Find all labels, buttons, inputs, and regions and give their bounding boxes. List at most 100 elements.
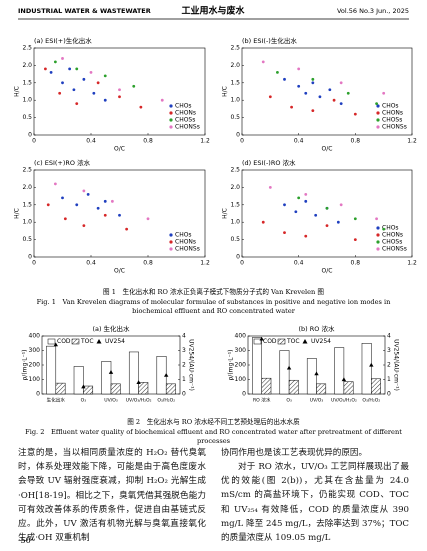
bar xyxy=(306,358,317,395)
bar xyxy=(73,366,84,395)
point xyxy=(314,213,318,217)
y-tick-label: 1.5 xyxy=(22,201,32,208)
bar xyxy=(371,378,381,395)
journal-en: INDUSTRIAL WATER & WASTEWATER xyxy=(18,7,151,15)
y-tick-label: 0 xyxy=(242,391,246,398)
point xyxy=(96,81,100,85)
y-axis-label: H/C xyxy=(14,208,21,219)
legend-marker xyxy=(169,125,173,129)
y2-tick-label: 3 xyxy=(387,347,391,354)
y2-tick-label: 4 xyxy=(387,333,391,340)
bar xyxy=(156,356,167,395)
x-tick-label: 0.8 xyxy=(143,260,153,267)
y-tick-label: 100 xyxy=(29,376,41,383)
y-tick-label: 0.5 xyxy=(230,236,240,243)
point xyxy=(283,77,286,81)
journal-cn: 工业用水与废水 xyxy=(181,5,245,17)
bar xyxy=(252,337,262,395)
point xyxy=(118,213,121,217)
uv-marker xyxy=(53,342,58,347)
point xyxy=(297,67,301,71)
point xyxy=(75,67,79,71)
x-tick-label: RO 浓水 xyxy=(253,397,271,404)
y-tick-label: 2.0 xyxy=(22,62,32,69)
legend-marker xyxy=(376,104,380,108)
y2-tick-label: 0 xyxy=(387,391,391,398)
point xyxy=(382,227,386,231)
x-tick-label: 0.8 xyxy=(351,138,361,145)
fig1-caption-cn: 图 1 生化出水和 RO 浓水正负离子模式下物质分子式的 Van Krevele… xyxy=(103,288,324,296)
legend-marker xyxy=(169,118,173,122)
point xyxy=(92,91,96,95)
y2-tick-label: 2 xyxy=(182,362,186,369)
x-tick-label: O₃ xyxy=(81,398,87,404)
point xyxy=(132,84,136,88)
x-tick-label: 0.4 xyxy=(86,260,96,267)
panel-title: (a) 生化出水 xyxy=(92,324,130,333)
x-tick-label: 0 xyxy=(32,138,36,145)
point xyxy=(375,102,378,106)
legend-label: UV254 xyxy=(105,338,125,345)
point xyxy=(283,231,286,235)
plot-frame xyxy=(33,47,206,136)
point xyxy=(118,88,121,92)
y-tick-label: 0 xyxy=(28,132,32,139)
y2-axis-label: UV254/(AU·cm⁻¹) xyxy=(188,339,195,391)
point xyxy=(353,238,357,242)
bar xyxy=(343,381,354,395)
y-tick-label: 0 xyxy=(36,391,40,398)
uv-marker xyxy=(341,377,347,382)
body-right-2: 对于 RO 浓水，UV/O₃ 工艺同样展现出了最优的效能(图 2(b))，尤其在… xyxy=(221,462,409,544)
plot-frame xyxy=(33,169,206,258)
y2-axis-label: UV254/(AU·cm⁻¹) xyxy=(393,339,400,391)
legend-marker xyxy=(302,339,308,344)
panel-title: (d) ESI(-)RO 浓水 xyxy=(242,158,296,167)
page-number: ·50· xyxy=(18,536,34,545)
x-axis-label: O/C xyxy=(114,268,125,275)
legend-label: CHOSs xyxy=(175,117,195,124)
point xyxy=(311,109,315,113)
x-axis-label: O/C xyxy=(114,146,125,153)
legend-marker xyxy=(376,240,380,244)
legend-marker xyxy=(169,240,173,244)
point xyxy=(339,81,343,85)
bar xyxy=(46,345,57,395)
y-tick-label: 1.0 xyxy=(22,97,32,104)
point xyxy=(96,206,100,210)
point xyxy=(125,227,129,231)
x-tick-label: 0.4 xyxy=(294,260,304,267)
legend-marker xyxy=(376,226,380,230)
y-tick-label: 1.0 xyxy=(230,219,240,226)
y-tick-label: 2.5 xyxy=(22,167,32,174)
legend-label: CHONSs xyxy=(175,124,200,131)
x-tick-label: O₃/H₂O₂ xyxy=(157,398,175,404)
bar xyxy=(361,343,372,395)
legend-label: TOC xyxy=(80,338,94,345)
legend-label: CHOs xyxy=(382,103,399,110)
point xyxy=(61,196,64,200)
point xyxy=(325,206,329,210)
x-tick-label: 0 xyxy=(32,260,36,267)
x-tick-label: UV/O₃ xyxy=(104,398,118,404)
point xyxy=(261,60,265,64)
point xyxy=(89,70,93,74)
y-tick-label: 0.5 xyxy=(22,236,32,243)
point xyxy=(44,67,47,71)
y-tick-label: 300 xyxy=(29,347,41,354)
point xyxy=(103,98,107,102)
point xyxy=(82,189,86,193)
legend-marker xyxy=(96,339,102,344)
point xyxy=(304,234,308,238)
uv-marker xyxy=(81,384,86,389)
x-tick-label: 1.2 xyxy=(407,260,417,267)
y-tick-label: 1.0 xyxy=(230,97,240,104)
x-tick-label: 0 xyxy=(240,138,244,145)
x-tick-label: 1.2 xyxy=(407,138,417,145)
point xyxy=(75,102,79,106)
legend-label: CHONSs xyxy=(382,124,407,131)
y-tick-label: 0 xyxy=(28,254,32,261)
point xyxy=(318,95,322,99)
issue: Vol.56 No.3 Jun., 2025 xyxy=(337,7,409,15)
point xyxy=(328,88,332,92)
legend-marker xyxy=(376,247,380,251)
